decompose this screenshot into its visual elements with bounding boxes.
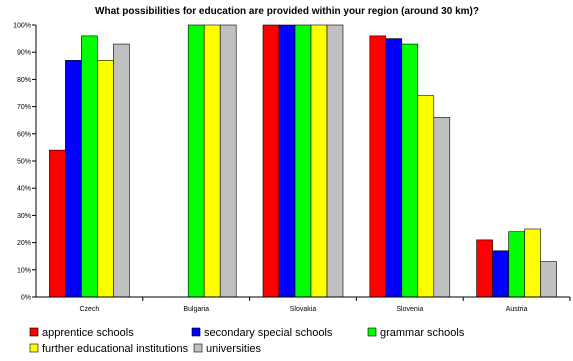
bar [97, 60, 114, 298]
bar [262, 24, 280, 298]
bar [476, 239, 493, 298]
y-tick-label: 50% [17, 159, 31, 166]
bar [385, 38, 403, 298]
bar [401, 43, 419, 298]
chart-title: What possibilities for education are pro… [95, 6, 479, 17]
legend-swatch [193, 343, 203, 353]
legend-label: universities [206, 343, 262, 355]
bar [278, 24, 296, 298]
legend-label: secondary special schools [204, 327, 333, 339]
bar [219, 24, 237, 298]
bar [417, 95, 435, 298]
x-tick-label: Austria [506, 306, 528, 313]
y-tick-label: 40% [17, 186, 31, 193]
bar [113, 43, 130, 298]
bar [540, 261, 557, 298]
bar [187, 24, 205, 298]
y-tick-label: 0% [21, 295, 31, 302]
legend-swatch [367, 327, 377, 337]
plot-area: 0% 10% 20% 30% 40% 50% 60% 70% 80% 90% 100% Czech Bu… [13, 23, 571, 313]
legend: apprentice schools secondary special scho… [29, 327, 465, 355]
legend-label: apprentice schools [42, 327, 134, 339]
legend-swatch [191, 327, 201, 337]
bar [65, 60, 82, 298]
x-tick-label: Slovenia [396, 306, 423, 313]
y-tick-label: 70% [17, 104, 31, 111]
bar [203, 24, 221, 298]
bar [326, 24, 344, 298]
legend-swatch [29, 343, 39, 353]
legend-label: further educational institutions [42, 343, 189, 355]
x-tick-label: Slovakia [290, 306, 317, 313]
bar [310, 24, 328, 298]
legend-label: grammar schools [380, 327, 465, 339]
y-tick-label: 10% [17, 267, 31, 274]
y-tick-label: 90% [17, 50, 31, 57]
bar [433, 117, 451, 298]
x-tick-label: Czech [79, 306, 99, 313]
legend-swatch [29, 327, 39, 337]
bar [81, 35, 98, 298]
bar [508, 231, 525, 298]
y-tick-label: 30% [17, 213, 31, 220]
x-tick-label: Bulgaria [183, 306, 209, 313]
y-tick-label: 100% [13, 23, 31, 30]
bar [294, 24, 312, 298]
bar [49, 149, 66, 298]
bar [492, 250, 509, 298]
y-tick-label: 60% [17, 131, 31, 138]
bar [524, 228, 541, 298]
bar [369, 35, 387, 298]
y-tick-label: 20% [17, 240, 31, 247]
y-tick-label: 80% [17, 77, 31, 84]
